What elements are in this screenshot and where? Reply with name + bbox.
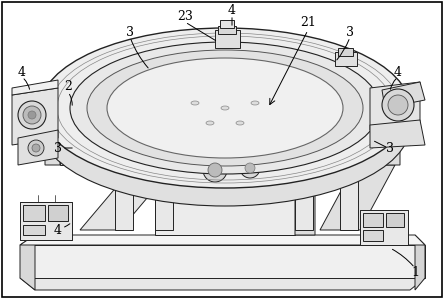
Bar bbox=[340, 165, 358, 230]
Circle shape bbox=[23, 106, 41, 124]
Polygon shape bbox=[20, 245, 425, 278]
Polygon shape bbox=[60, 145, 385, 165]
Bar bbox=[386, 213, 404, 227]
Text: 21: 21 bbox=[300, 16, 316, 28]
Bar bbox=[218, 26, 236, 34]
Text: 3: 3 bbox=[126, 25, 134, 39]
Ellipse shape bbox=[236, 121, 244, 125]
Polygon shape bbox=[20, 235, 425, 245]
Ellipse shape bbox=[70, 42, 380, 174]
Ellipse shape bbox=[40, 46, 410, 206]
Bar bbox=[363, 230, 383, 241]
Polygon shape bbox=[18, 130, 58, 165]
Polygon shape bbox=[385, 135, 400, 165]
Ellipse shape bbox=[221, 106, 229, 110]
Ellipse shape bbox=[191, 101, 199, 105]
Bar bbox=[155, 165, 173, 230]
Circle shape bbox=[197, 157, 203, 163]
Text: 1: 1 bbox=[411, 266, 419, 278]
Circle shape bbox=[388, 95, 408, 115]
Ellipse shape bbox=[107, 58, 343, 158]
Circle shape bbox=[102, 152, 108, 158]
Bar bbox=[335, 52, 357, 66]
Polygon shape bbox=[382, 82, 425, 108]
Polygon shape bbox=[155, 175, 295, 235]
Circle shape bbox=[203, 158, 227, 182]
Circle shape bbox=[352, 152, 358, 158]
Circle shape bbox=[147, 155, 153, 161]
Text: 4: 4 bbox=[394, 65, 402, 79]
Polygon shape bbox=[20, 235, 35, 290]
Polygon shape bbox=[12, 80, 58, 95]
Circle shape bbox=[28, 140, 44, 156]
Circle shape bbox=[32, 144, 40, 152]
Polygon shape bbox=[80, 165, 175, 230]
Circle shape bbox=[208, 163, 222, 177]
Text: 2: 2 bbox=[64, 80, 72, 94]
Bar bbox=[20, 202, 72, 240]
Polygon shape bbox=[370, 120, 425, 148]
Polygon shape bbox=[12, 88, 58, 145]
Circle shape bbox=[28, 111, 36, 119]
Circle shape bbox=[257, 157, 263, 163]
Circle shape bbox=[382, 89, 414, 121]
Polygon shape bbox=[175, 162, 295, 178]
Circle shape bbox=[245, 163, 255, 173]
Bar bbox=[363, 213, 383, 227]
Polygon shape bbox=[370, 82, 420, 130]
Polygon shape bbox=[45, 135, 60, 165]
Circle shape bbox=[18, 101, 46, 129]
Ellipse shape bbox=[87, 50, 363, 166]
Text: 4: 4 bbox=[18, 65, 26, 79]
Ellipse shape bbox=[206, 121, 214, 125]
Text: 4: 4 bbox=[228, 4, 236, 16]
Bar bbox=[360, 210, 408, 245]
Bar bbox=[295, 165, 313, 230]
Circle shape bbox=[307, 155, 313, 161]
Bar bbox=[23, 225, 45, 235]
Polygon shape bbox=[20, 278, 425, 290]
Text: 3: 3 bbox=[346, 25, 354, 39]
Polygon shape bbox=[45, 135, 400, 145]
Text: 3: 3 bbox=[54, 141, 62, 155]
Polygon shape bbox=[320, 165, 395, 230]
Ellipse shape bbox=[40, 28, 410, 188]
Text: 4: 4 bbox=[54, 223, 62, 237]
Bar bbox=[115, 165, 133, 230]
Circle shape bbox=[240, 158, 260, 178]
Polygon shape bbox=[155, 165, 315, 175]
Bar bbox=[23, 205, 45, 221]
Bar bbox=[338, 48, 353, 56]
Text: 3: 3 bbox=[386, 141, 394, 155]
Bar bbox=[215, 30, 240, 48]
Polygon shape bbox=[415, 235, 425, 290]
Polygon shape bbox=[295, 165, 315, 235]
Bar bbox=[48, 205, 68, 221]
Ellipse shape bbox=[251, 101, 259, 105]
Text: 23: 23 bbox=[177, 10, 193, 22]
Bar bbox=[220, 20, 234, 28]
